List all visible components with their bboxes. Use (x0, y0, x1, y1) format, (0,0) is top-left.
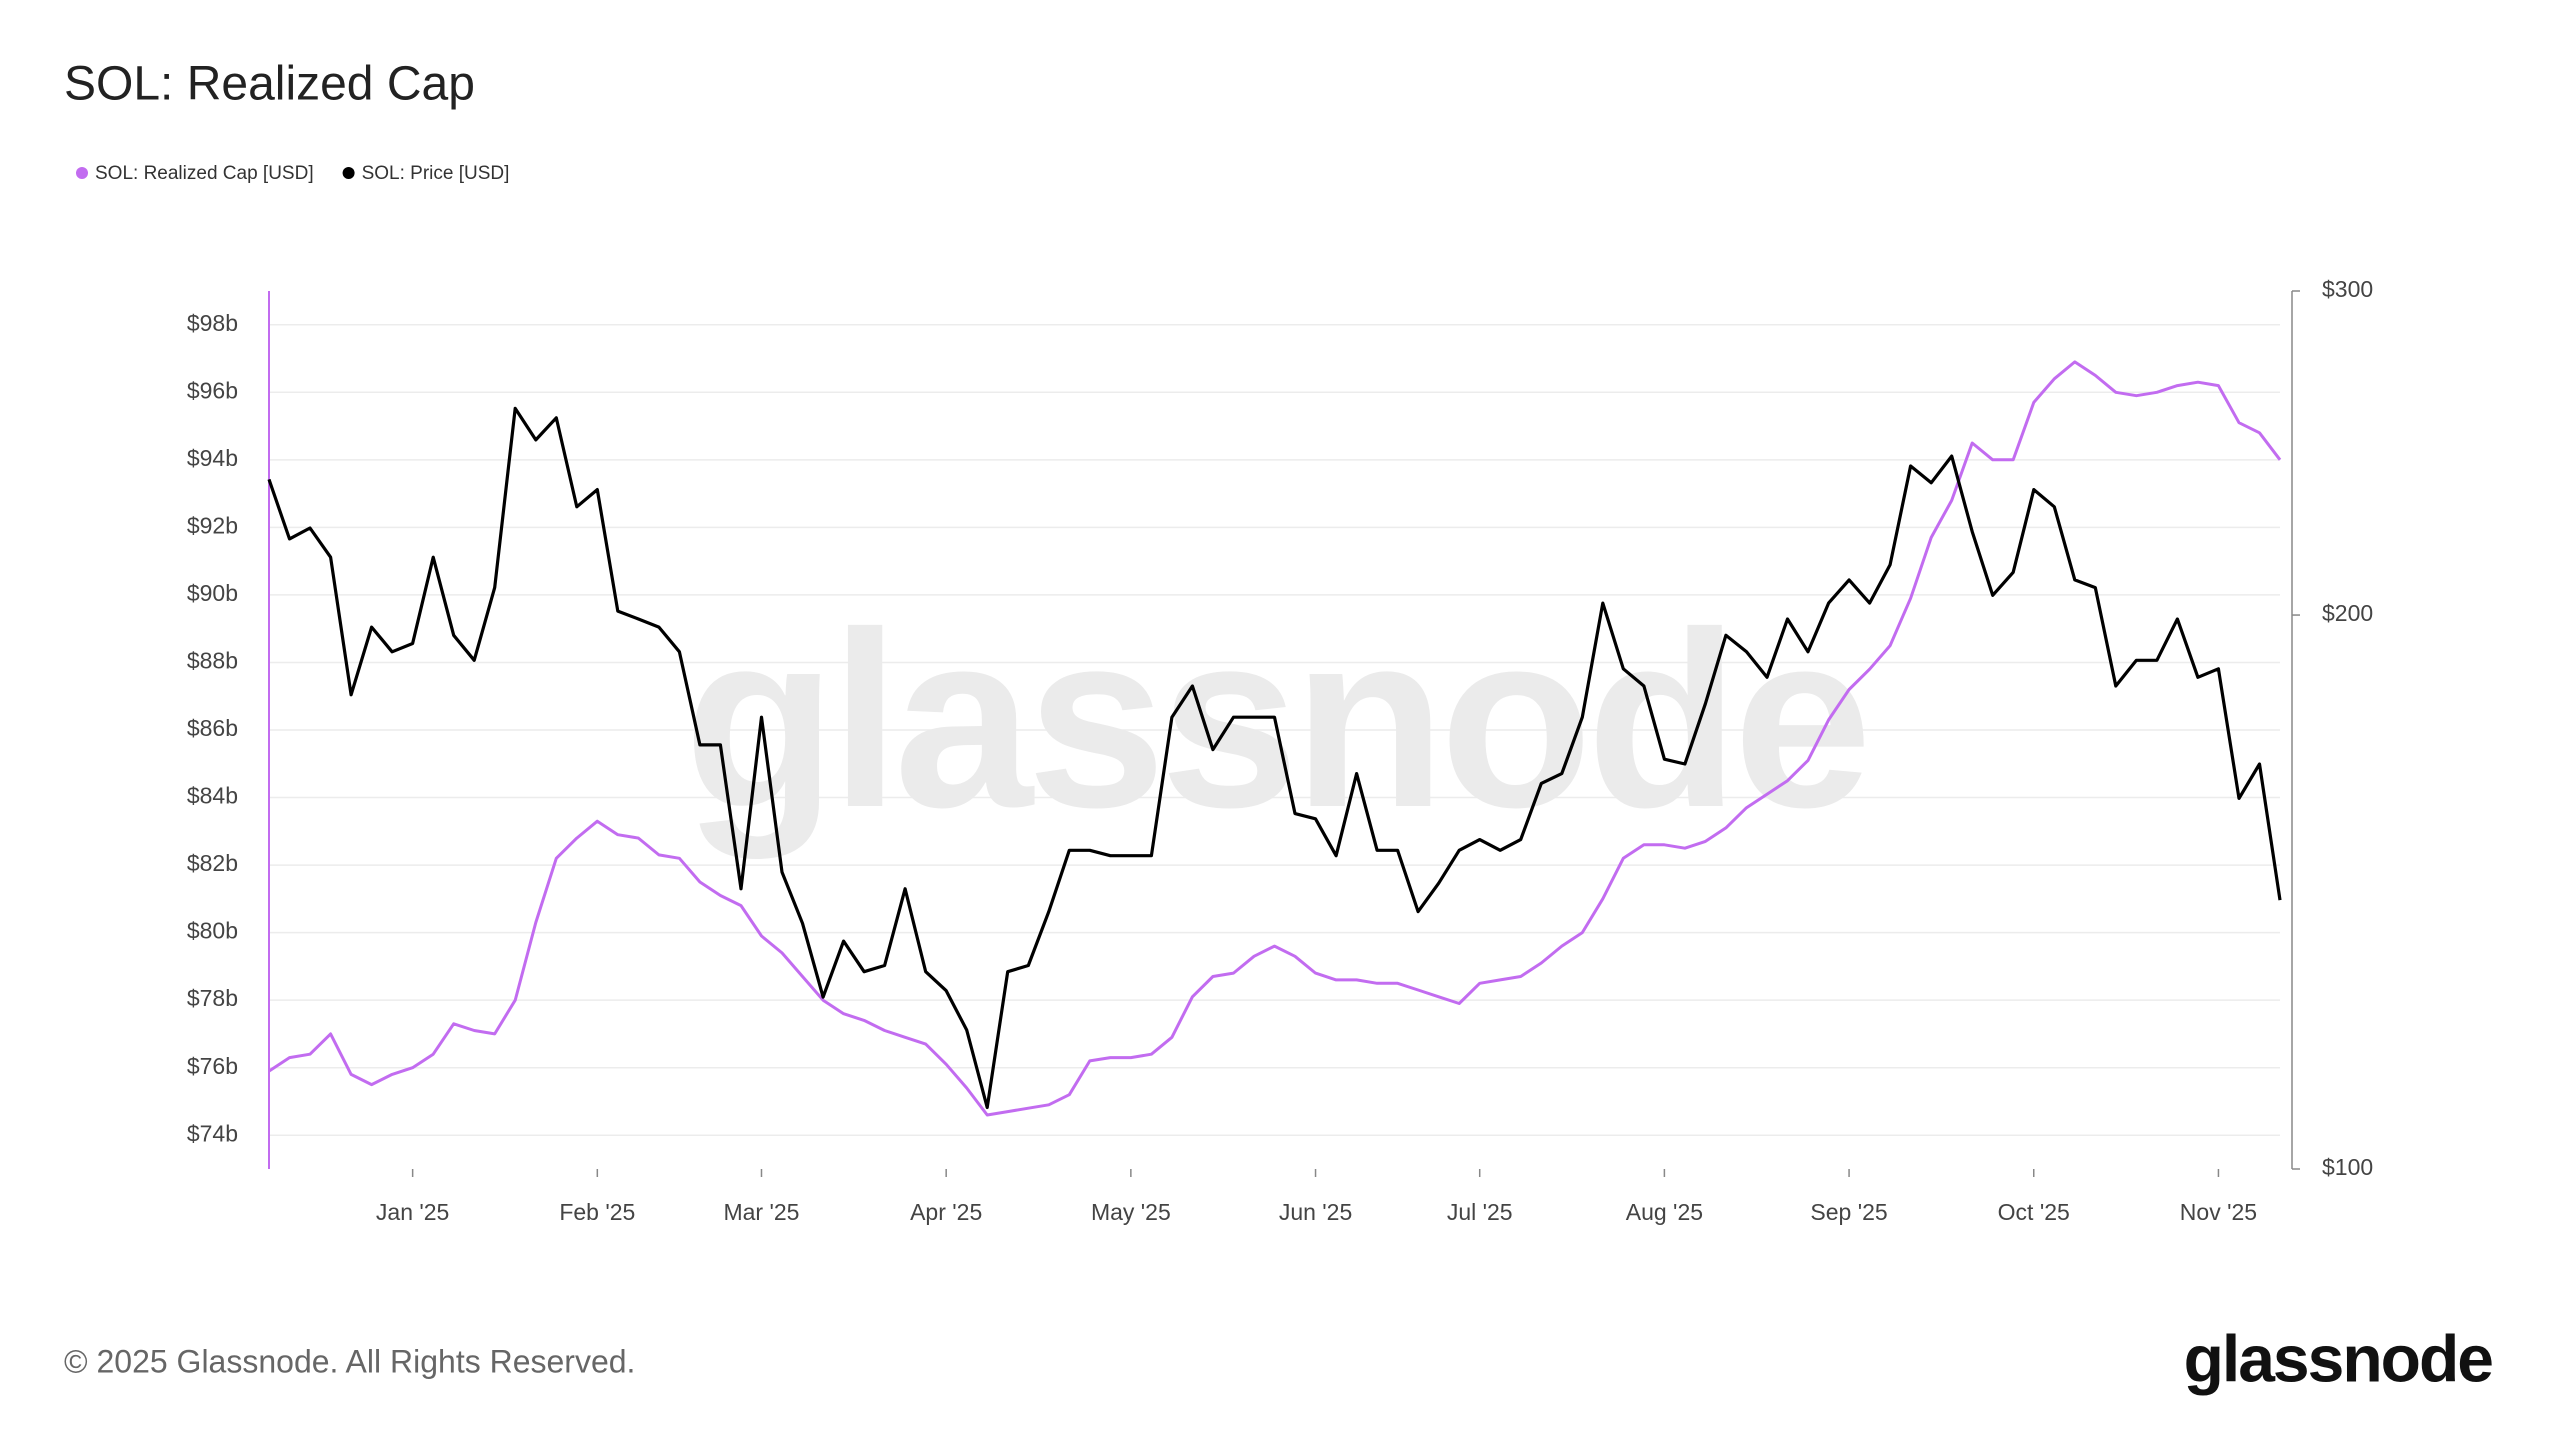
y-tick-label: $92b (187, 512, 238, 538)
y2-tick-label: $300 (2322, 276, 2373, 302)
y-tick-label: $80b (187, 918, 238, 944)
x-tick-label: Oct '25 (1998, 1199, 2070, 1225)
y-tick-label: $86b (187, 715, 238, 741)
y-tick-label: $82b (187, 850, 238, 876)
watermark: glassnode (684, 580, 1866, 859)
y2-tick-label: $200 (2322, 600, 2373, 626)
y-tick-label: $94b (187, 445, 238, 471)
legend-marker (76, 167, 88, 179)
x-tick-label: Mar '25 (723, 1199, 799, 1225)
y-tick-label: $98b (187, 310, 238, 336)
x-tick-label: Nov '25 (2180, 1199, 2257, 1225)
y-tick-label: $74b (187, 1120, 238, 1146)
legend-marker (342, 167, 355, 179)
chart-title: SOL: Realized Cap (64, 58, 475, 111)
legend-label: SOL: Price [USD] (362, 163, 510, 184)
x-tick-label: Jul '25 (1447, 1199, 1513, 1225)
y-tick-label: $84b (187, 783, 238, 809)
y-tick-label: $96b (187, 377, 238, 403)
y-tick-label: $88b (187, 648, 238, 674)
y2-tick-label: $100 (2322, 1154, 2373, 1180)
series-line (268, 360, 2282, 1117)
x-tick-label: Jan '25 (376, 1199, 449, 1225)
y-tick-label: $90b (187, 580, 238, 606)
x-tick-label: Feb '25 (559, 1199, 635, 1225)
x-tick-label: Jun '25 (1279, 1199, 1352, 1225)
copyright: © 2025 Glassnode. All Rights Reserved. (64, 1343, 635, 1379)
series-line (267, 406, 2282, 1110)
y-tick-label: $76b (187, 1053, 238, 1079)
x-tick-label: Sep '25 (1810, 1199, 1887, 1225)
y-tick-label: $78b (187, 985, 238, 1011)
logo: glassnode (2184, 1321, 2493, 1395)
legend-label: SOL: Realized Cap [USD] (95, 163, 314, 184)
x-tick-label: Apr '25 (910, 1199, 982, 1225)
x-tick-label: Aug '25 (1626, 1199, 1703, 1225)
x-tick-label: May '25 (1091, 1199, 1171, 1225)
